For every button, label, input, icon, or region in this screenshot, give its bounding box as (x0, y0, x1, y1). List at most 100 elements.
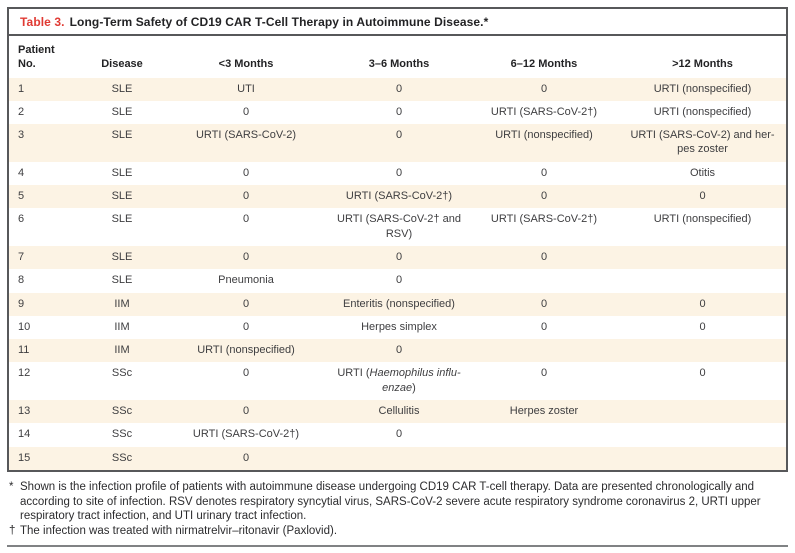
cell-3-6-months: URTI (SARS-CoV-2† and RSV) (337, 213, 461, 240)
cell-patient-no: 1 (18, 82, 25, 95)
cell-gt12-months: 0 (699, 297, 706, 310)
cell-6-12-months (469, 339, 619, 362)
cell-patient-no: 5 (18, 190, 25, 203)
cell-lt3-months: URTI (SARS-CoV-2) (195, 129, 297, 142)
cell-lt3-months: 0 (242, 213, 250, 226)
cell-disease: SSc (111, 451, 133, 464)
cell-gt12-months: URTI (nonspecified) (653, 105, 752, 118)
column-header-6-12-months: 6–12 Months (469, 36, 619, 78)
table-head: Patient No. Disease <3 Months 3–6 Months 6–12… (9, 36, 786, 78)
cell-gt12-months (619, 400, 786, 423)
table-footnotes: * Shown is the infection profile of pati… (7, 480, 788, 538)
table-number-label: Table 3. (20, 15, 65, 29)
cell-lt3-months: UTI (237, 82, 255, 95)
cell-3-6-months: 0 (395, 428, 403, 441)
table-row: 6 SLE 0 URTI (SARS-CoV-2† and RSV) URTI (SARS… (9, 208, 786, 246)
table-row: 8 SLE Pneumonia 0 (9, 269, 786, 292)
cell-patient-no: 6 (18, 213, 25, 226)
cell-gt12-months (619, 447, 786, 470)
cell-3-6-months: URTI (Haemophilus influ-enzae) (337, 367, 461, 394)
footnote-asterisk-text: Shown is the infection profile of patien… (20, 480, 761, 523)
cell-disease: SLE (111, 250, 133, 263)
cell-disease: IIM (114, 297, 130, 310)
cell-3-6-months: Herpes simplex (361, 320, 437, 333)
cell-gt12-months: Otitis (689, 166, 716, 179)
cell-disease: SLE (111, 213, 133, 226)
bottom-rule (7, 545, 788, 548)
cell-lt3-months: URTI (nonspecified) (197, 344, 295, 357)
table-row: 13 SSc 0 Cellulitis Herpes zoster (9, 400, 786, 424)
column-header-lt3-months: <3 Months (163, 36, 329, 78)
footnote-dagger-symbol: † (9, 524, 16, 537)
column-header-3-6-months: 3–6 Months (329, 36, 469, 78)
column-header-gt12-months: >12 Months (619, 36, 786, 78)
cell-disease: SLE (111, 190, 133, 203)
cell-6-12-months (469, 447, 619, 470)
cell-disease: SLE (111, 82, 133, 95)
cell-lt3-months: 0 (242, 367, 250, 380)
table-row: 9 IIM 0 Enteritis (nonspecified) 0 0 (9, 292, 786, 316)
cell-gt12-months (619, 269, 786, 292)
cell-disease: SSc (111, 367, 133, 380)
cell-gt12-months: 0 (699, 320, 706, 333)
cell-lt3-months: 0 (242, 250, 250, 263)
cell-lt3-months: Pneumonia (218, 274, 274, 287)
cell-gt12-months: URTI (SARS-CoV-2) and her-pes zoster (630, 129, 775, 156)
cell-patient-no: 15 (18, 451, 31, 464)
column-header-patient-no: Patient No. (9, 36, 81, 78)
cell-gt12-months: 0 (699, 367, 706, 380)
cell-patient-no: 11 (18, 344, 30, 357)
cell-6-12-months: URTI (nonspecified) (495, 129, 593, 142)
cell-disease: SSc (111, 405, 133, 418)
cell-patient-no: 14 (18, 428, 31, 441)
table-row: 1 SLE UTI 0 0 URTI (nonspecified) (9, 77, 786, 101)
cell-3-6-months: 0 (395, 82, 403, 95)
cell-3-6-months: 0 (395, 274, 403, 287)
cell-disease: SLE (111, 105, 133, 118)
footnote-dagger-text: The infection was treated with nirmatrel… (20, 524, 338, 537)
cell-6-12-months: URTI (SARS-CoV-2†) (490, 105, 598, 118)
cell-6-12-months: URTI (SARS-CoV-2†) (490, 213, 598, 226)
cell-patient-no: 12 (18, 367, 31, 380)
cell-lt3-months: URTI (SARS-CoV-2†) (192, 428, 300, 441)
table-row: 10 IIM 0 Herpes simplex 0 0 (9, 316, 786, 339)
cell-6-12-months (469, 423, 619, 446)
cell-3-6-months: 0 (395, 344, 403, 357)
table-body: 1 SLE UTI 0 0 URTI (nonspecified) 2 SLE 0 0 URTI (… (9, 77, 786, 470)
cell-3-6-months (329, 447, 469, 470)
column-header-disease: Disease (81, 36, 163, 78)
cell-3-6-months: 0 (395, 250, 403, 263)
cell-lt3-months: 0 (242, 190, 250, 203)
cell-patient-no: 8 (18, 274, 25, 287)
cell-6-12-months: 0 (540, 82, 548, 95)
table-title-bar: Table 3. Long-Term Safety of CD19 CAR T-C… (9, 9, 786, 36)
cell-gt12-months (619, 339, 786, 362)
table-row: 14 SSc URTI (SARS-CoV-2†) 0 (9, 423, 786, 446)
cell-disease: SSc (111, 428, 133, 441)
header-row: Patient No. Disease <3 Months 3–6 Months 6–12… (9, 36, 786, 78)
cell-6-12-months: 0 (540, 367, 548, 380)
cell-3-6-months: 0 (395, 129, 403, 142)
cell-lt3-months: 0 (242, 105, 250, 118)
safety-table: Patient No. Disease <3 Months 3–6 Months 6–12… (9, 36, 786, 470)
cell-lt3-months: 0 (242, 297, 250, 310)
cell-disease: SLE (111, 274, 133, 287)
cell-disease: SLE (111, 166, 133, 179)
cell-patient-no: 7 (18, 250, 25, 263)
table-title-text: Long-Term Safety of CD19 CAR T-Cell Ther… (69, 15, 489, 29)
cell-6-12-months (469, 269, 619, 292)
cell-gt12-months: 0 (699, 190, 706, 203)
table-row: 2 SLE 0 0 URTI (SARS-CoV-2†) URTI (nonspecifi… (9, 101, 786, 124)
cell-lt3-months: 0 (242, 405, 250, 418)
cell-6-12-months: 0 (540, 297, 548, 310)
cell-disease: IIM (114, 344, 130, 357)
footnote-asterisk-symbol: * (9, 480, 14, 493)
cell-patient-no: 4 (18, 166, 25, 179)
cell-6-12-months: 0 (540, 250, 548, 263)
table-row: 12 SSc 0 URTI (Haemophilus influ-enzae) 0 0 (9, 362, 786, 400)
cell-6-12-months: Herpes zoster (509, 405, 579, 418)
table-row: 7 SLE 0 0 0 (9, 245, 786, 270)
cell-gt12-months: URTI (nonspecified) (653, 213, 752, 226)
cell-gt12-months: URTI (nonspecified) (653, 82, 752, 95)
cell-patient-no: 2 (18, 105, 25, 118)
